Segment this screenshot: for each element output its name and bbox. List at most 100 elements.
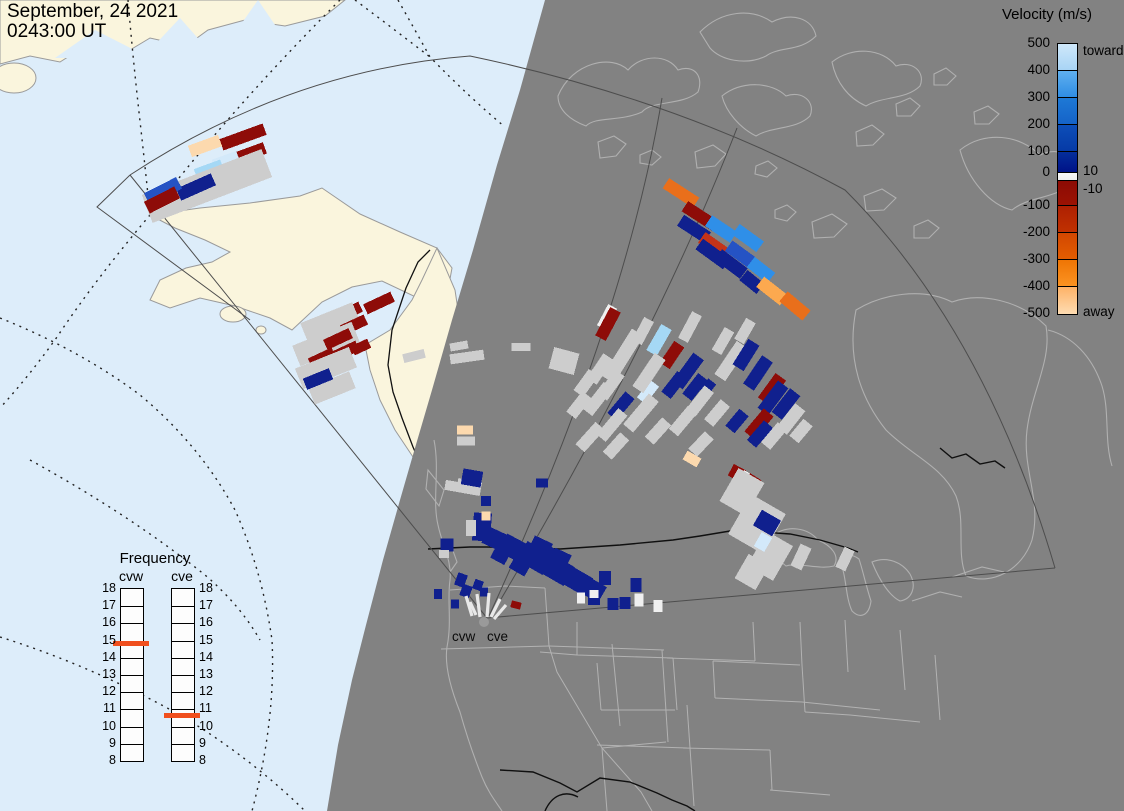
velocity-cell — [599, 571, 611, 585]
velocity-cell — [634, 593, 644, 607]
frequency-ladder-rung — [172, 692, 194, 694]
frequency-scale-tick: 18 — [102, 581, 116, 595]
velocity-cell — [589, 590, 599, 598]
velocity-cell — [451, 599, 459, 609]
velocity-tick-label: 0 — [1042, 164, 1050, 179]
velocity-cell — [219, 123, 267, 151]
velocity-cell — [449, 349, 485, 365]
velocity-cell — [582, 381, 614, 417]
frequency-scale-tick: 17 — [199, 598, 213, 613]
velocity-cell — [746, 256, 776, 284]
velocity-cell — [566, 391, 592, 419]
velocity-cell — [449, 340, 469, 352]
velocity-cell — [575, 421, 605, 453]
velocity-cell — [734, 553, 770, 591]
velocity-cell — [779, 291, 811, 321]
velocity-tick-label: 500 — [1027, 35, 1050, 50]
velocity-cell — [510, 600, 522, 610]
velocity-cell — [322, 328, 354, 350]
velocity-tick-label: -100 — [1022, 197, 1050, 212]
velocity-colorbar-segment — [1058, 125, 1077, 152]
velocity-cell — [662, 178, 700, 208]
pos-threshold-label: 10 — [1083, 163, 1099, 178]
frequency-scale-tick: 10 — [102, 718, 116, 733]
frequency-ladder-rung — [121, 709, 143, 711]
frequency-column-label-cve: cve — [171, 568, 193, 584]
velocity-cell — [677, 214, 711, 244]
velocity-cell — [789, 418, 813, 444]
velocity-colorbar-segment — [1058, 206, 1077, 233]
ground-scatter-vector — [485, 592, 491, 618]
velocity-cell — [761, 422, 787, 450]
velocity-cell — [704, 215, 738, 243]
velocity-cell — [573, 368, 599, 398]
frequency-ladder-rung — [121, 606, 143, 608]
velocity-cell — [596, 408, 628, 442]
radar-site-marker — [479, 617, 489, 627]
velocity-cell — [734, 317, 756, 345]
frequency-ladder-rung — [121, 726, 143, 728]
velocity-tick-label: 300 — [1027, 89, 1050, 104]
velocity-cell — [636, 379, 660, 405]
velocity-cell — [577, 592, 585, 604]
international-borders — [427, 447, 1006, 811]
velocity-cell — [771, 388, 801, 420]
frequency-scale-tick: 8 — [199, 753, 206, 767]
velocity-cell — [682, 373, 708, 401]
frequency-ladder-rung — [121, 743, 143, 745]
velocity-tick-label: -300 — [1022, 251, 1050, 266]
frequency-ladder-rung — [121, 623, 143, 625]
velocity-cell — [595, 307, 621, 341]
velocity-cell — [457, 425, 473, 435]
velocity-colorbar-segment — [1058, 233, 1077, 260]
velocity-cell — [434, 589, 442, 599]
velocity-tick-label: 200 — [1027, 116, 1050, 131]
velocity-cell — [719, 468, 765, 516]
velocity-cell — [350, 338, 372, 356]
velocity-cell — [480, 587, 488, 597]
velocity-cell — [602, 328, 644, 384]
velocity-cell — [744, 408, 774, 440]
date-label: September, 24 2021 — [7, 1, 179, 22]
velocity-cell — [481, 496, 491, 506]
frequency-ladder-cve — [171, 588, 195, 762]
velocity-cell — [607, 598, 619, 610]
velocity-cell — [460, 468, 484, 488]
velocity-cell — [661, 371, 687, 399]
velocity-cell — [668, 405, 698, 437]
velocity-cell — [540, 544, 558, 562]
velocity-tick-label: 400 — [1027, 62, 1050, 77]
velocity-cell — [300, 302, 360, 342]
velocity-colorbar-segment — [1058, 152, 1077, 173]
velocity-cell — [714, 340, 748, 382]
velocity-cell — [659, 340, 685, 370]
velocity-tick-label: -200 — [1022, 224, 1050, 239]
velocity-cell — [653, 600, 663, 612]
velocity-cell — [457, 436, 475, 446]
velocity-cell — [548, 347, 580, 375]
frequency-scale-tick: 11 — [103, 701, 116, 716]
velocity-cell — [490, 546, 510, 566]
velocity-cell — [143, 186, 181, 214]
velocity-cell — [440, 538, 454, 552]
frequency-ladder-rung — [172, 726, 194, 728]
velocity-colorbar-segment — [1058, 98, 1077, 125]
toward-label: toward — [1083, 43, 1124, 58]
ground-scatter-vector — [475, 593, 482, 618]
state-borders — [440, 585, 941, 811]
frequency-scale-tick: 16 — [199, 615, 213, 630]
neg-threshold-label: -10 — [1083, 181, 1103, 196]
frequency-ladder-rung — [172, 709, 194, 711]
velocity-cell — [724, 240, 756, 268]
velocity-colorbar-segment — [1058, 260, 1077, 287]
frequency-scale-tick: 15 — [199, 632, 213, 647]
ground-scatter-vector — [464, 595, 474, 617]
frequency-scale-tick: 12 — [102, 684, 116, 699]
velocity-cell — [835, 546, 855, 572]
velocity-cell — [602, 432, 630, 460]
velocity-tick-label: 100 — [1027, 143, 1050, 158]
frequency-ladder-rung — [172, 623, 194, 625]
velocity-cell — [363, 291, 395, 315]
velocity-cell — [536, 478, 548, 488]
